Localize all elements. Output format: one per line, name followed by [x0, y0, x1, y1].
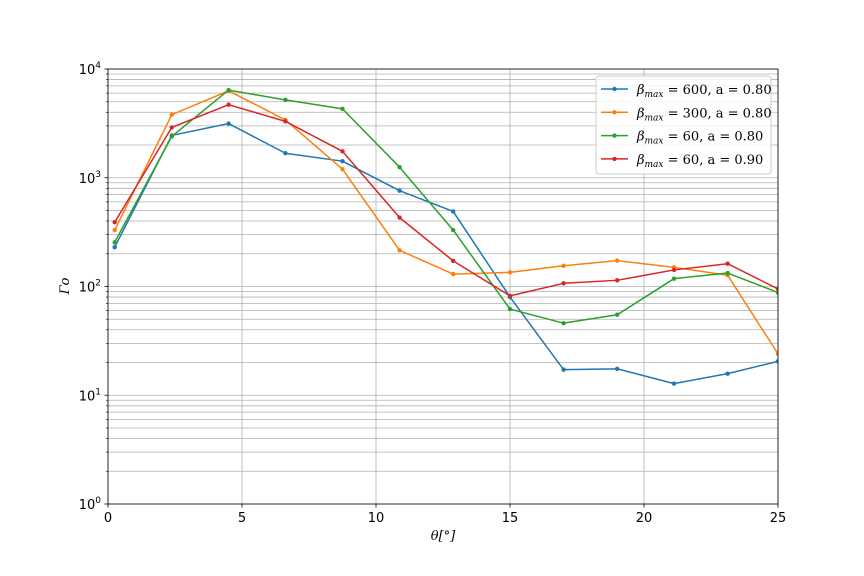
legend-marker [612, 110, 617, 115]
y-tick-label: 101 [79, 387, 101, 404]
data-point [397, 188, 402, 193]
data-point [775, 351, 778, 357]
y-axis-label: Γo [58, 277, 73, 295]
data-point [507, 270, 513, 275]
data-point [226, 87, 231, 93]
data-point [725, 270, 730, 276]
legend-box [595, 75, 772, 175]
data-point [283, 119, 288, 124]
legend-label: βmax = 60, a = 0.80 [636, 130, 763, 147]
legend-item: βmax = 60, a = 0.90 [601, 153, 763, 170]
data-point [775, 359, 778, 364]
data-point [615, 258, 620, 263]
data-point [340, 158, 345, 164]
x-tick-label: 25 [770, 511, 787, 526]
legend: βmax = 600, a = 0.80 βmax = 300, a = 0.80… [595, 75, 772, 175]
data-point [340, 106, 345, 112]
x-tick-label: 0 [104, 511, 112, 526]
data-point [226, 121, 231, 126]
data-point [450, 227, 456, 233]
data-point [671, 381, 677, 386]
data-point [340, 166, 345, 172]
data-point [226, 102, 231, 107]
axis-ticks: 0 5 10 15 20 25 100 101 102 103 104 [79, 61, 787, 526]
legend-marker [612, 133, 617, 138]
y-tick-label: 104 [79, 61, 102, 78]
data-point [725, 261, 730, 266]
x-tick-label: 10 [368, 511, 385, 526]
data-point [615, 312, 620, 317]
data-point [561, 263, 566, 269]
x-tick-label: 15 [502, 511, 519, 526]
x-tick-label: 5 [238, 511, 246, 526]
data-point [615, 366, 620, 372]
data-point [340, 149, 345, 154]
data-point [561, 281, 566, 286]
data-point [450, 271, 456, 277]
data-point [775, 290, 778, 295]
data-point [671, 267, 677, 273]
legend-item: βmax = 60, a = 0.80 [601, 130, 763, 147]
legend-item: βmax = 600, a = 0.80 [601, 83, 772, 100]
data-point [561, 320, 566, 326]
data-point [450, 258, 456, 264]
y-tick-label: 100 [79, 496, 102, 513]
data-point [561, 367, 566, 372]
data-point [507, 306, 513, 312]
legend-marker [612, 156, 617, 162]
data-point [725, 371, 730, 376]
x-tick-label: 20 [636, 511, 653, 526]
data-point [507, 293, 513, 299]
series-4 [112, 102, 778, 299]
data-point [283, 97, 288, 103]
data-point [397, 248, 402, 253]
legend-marker [612, 86, 617, 92]
y-tick-label: 103 [79, 170, 101, 187]
data-point [450, 209, 456, 214]
data-point [397, 215, 402, 220]
legend-label: βmax = 600, a = 0.80 [636, 83, 772, 100]
data-point [169, 112, 174, 117]
data-point [671, 276, 677, 281]
data-point [112, 244, 117, 250]
legend-item: βmax = 300, a = 0.80 [601, 106, 772, 123]
x-axis-label: θ[°] [431, 529, 456, 544]
data-point [169, 134, 174, 139]
data-point [775, 286, 778, 292]
data-point [112, 240, 117, 245]
data-point [283, 151, 288, 156]
data-point [112, 220, 117, 225]
series-group [112, 87, 778, 386]
legend-label: βmax = 60, a = 0.90 [636, 153, 763, 170]
series-1 [112, 121, 778, 386]
series-3 [112, 87, 778, 326]
y-tick-label: 102 [79, 279, 101, 296]
data-point [169, 125, 174, 130]
data-point [397, 165, 402, 170]
legend-label: βmax = 300, a = 0.80 [636, 106, 772, 123]
data-point [112, 227, 117, 233]
data-point [615, 278, 620, 283]
